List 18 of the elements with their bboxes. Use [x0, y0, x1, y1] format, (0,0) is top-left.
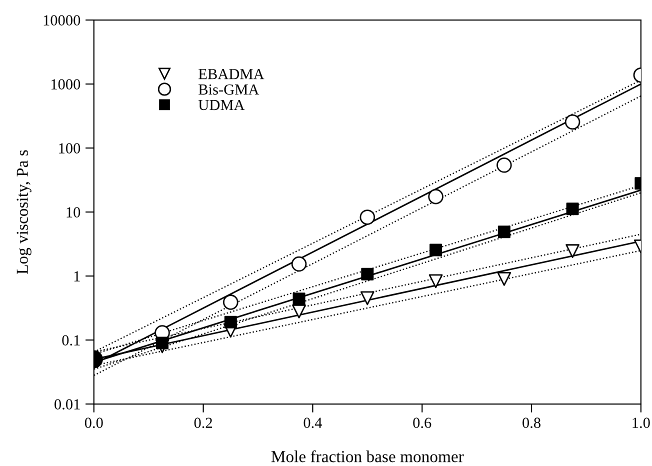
legend-label: UDMA [198, 100, 245, 110]
y-tick-label: 10 [66, 207, 80, 218]
x-tick-label: 0.0 [84, 418, 103, 428]
x-tick-label: 0.6 [413, 418, 432, 428]
x-tick-label: 1.0 [632, 418, 650, 428]
y-axis-title: Log viscosity, Pa s [16, 150, 32, 274]
x-tick-label: 0.2 [194, 418, 212, 428]
y-tick-label: 1000 [51, 79, 80, 90]
y-tick-label: 0.1 [62, 335, 80, 346]
y-tick-label: 0.01 [54, 399, 80, 410]
y-tick-label: 100 [59, 143, 80, 154]
legend-label: EBADMA [198, 68, 264, 80]
x-axis-title: Mole fraction base monomer [271, 450, 464, 462]
y-tick-label: 1 [74, 271, 80, 282]
x-tick-label: 0.8 [522, 418, 540, 428]
y-tick-label: 10000 [44, 15, 80, 26]
x-tick-label: 0.4 [304, 418, 322, 428]
legend-label: Bis-GMA [198, 84, 260, 95]
